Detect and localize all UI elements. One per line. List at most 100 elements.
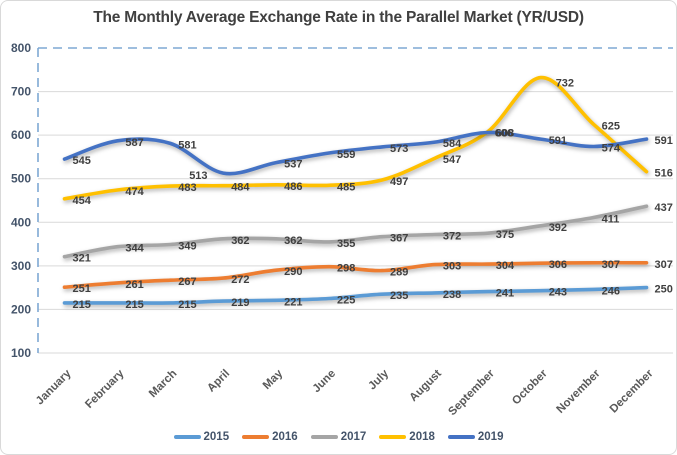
data-label-2019: 584 xyxy=(443,138,462,150)
x-axis-month-label: March xyxy=(147,368,179,400)
data-label-2018: 625 xyxy=(602,120,620,132)
data-label-2017: 349 xyxy=(178,241,196,253)
data-label-2015: 219 xyxy=(231,297,249,309)
series-line-2017 xyxy=(62,204,649,259)
data-label-2019: 606 xyxy=(495,128,513,140)
data-label-2017: 375 xyxy=(496,229,514,241)
data-label-2015: 215 xyxy=(125,299,143,311)
legend-item-2016: 2016 xyxy=(242,431,298,443)
legend-swatch-icon xyxy=(242,435,270,439)
data-label-2017: 367 xyxy=(390,233,408,245)
data-label-2017: 355 xyxy=(337,238,355,250)
x-axis-month-label: February xyxy=(83,367,127,411)
data-label-2019: 574 xyxy=(602,143,621,155)
data-label-2016: 261 xyxy=(125,279,143,291)
data-label-2017: 411 xyxy=(602,214,620,226)
x-axis-month-label: May xyxy=(261,367,286,392)
data-label-2016: 290 xyxy=(284,266,302,278)
data-label-2019: 537 xyxy=(284,159,302,171)
data-label-2018: 454 xyxy=(73,195,92,207)
data-label-2015: 238 xyxy=(443,289,461,301)
legend-label: 2018 xyxy=(409,431,435,443)
data-label-2018: 732 xyxy=(556,78,574,90)
y-axis-tick-label: 700 xyxy=(11,85,31,99)
legend-label: 2017 xyxy=(340,431,367,443)
data-label-2019: 581 xyxy=(178,139,196,151)
data-label-2018: 516 xyxy=(655,168,673,180)
y-axis-tick-label: 600 xyxy=(11,128,31,142)
y-axis-tick-label: 200 xyxy=(11,302,31,316)
x-axis-month-label: October xyxy=(510,367,550,407)
legend-item-2015: 2015 xyxy=(173,431,230,443)
x-axis-month-label: July xyxy=(366,367,391,392)
data-label-2015: 221 xyxy=(284,296,302,308)
series-line-2019 xyxy=(62,130,649,176)
data-label-2018: 474 xyxy=(125,186,144,198)
data-label-2016: 298 xyxy=(337,263,355,275)
data-label-2019: 513 xyxy=(189,170,207,182)
data-label-2017: 437 xyxy=(655,202,673,214)
data-label-2017: 321 xyxy=(73,253,91,265)
data-label-2016: 289 xyxy=(390,267,408,279)
legend-item-2017: 2017 xyxy=(310,431,367,443)
legend-label: 2019 xyxy=(477,431,504,443)
x-axis-month-label: August xyxy=(408,368,445,405)
data-label-2016: 306 xyxy=(549,259,567,271)
y-axis-tick-label: 400 xyxy=(11,215,31,229)
legend-label: 2015 xyxy=(203,431,230,443)
series-line-2018 xyxy=(62,75,649,201)
x-axis-month-label: September xyxy=(446,367,497,418)
data-label-2019: 591 xyxy=(655,135,673,147)
data-label-2016: 303 xyxy=(443,261,461,273)
data-label-2017: 392 xyxy=(549,222,567,234)
data-label-2015: 243 xyxy=(549,287,567,299)
chart-title: The Monthly Average Exchange Rate in the… xyxy=(93,9,584,26)
data-label-2015: 241 xyxy=(496,288,514,300)
legend: 2015 2016 2017 2018 2019 xyxy=(1,431,676,443)
data-label-2017: 362 xyxy=(231,235,249,247)
legend-swatch-icon xyxy=(310,435,338,439)
data-label-2019: 559 xyxy=(337,149,355,161)
data-label-2016: 251 xyxy=(73,283,91,295)
x-axis-month-label: November xyxy=(554,367,603,416)
data-label-2018: 485 xyxy=(337,181,355,193)
data-label-2015: 235 xyxy=(390,290,408,302)
legend-swatch-icon xyxy=(173,435,201,439)
data-label-2018: 483 xyxy=(178,182,196,194)
data-label-2017: 362 xyxy=(284,235,302,247)
legend-label: 2016 xyxy=(272,431,298,443)
data-label-2018: 547 xyxy=(443,154,461,166)
x-axis-month-label: December xyxy=(608,367,656,415)
x-axis-month-label: January xyxy=(34,367,74,407)
data-label-2016: 272 xyxy=(231,274,249,286)
series-line-2015 xyxy=(62,285,649,305)
data-label-2019: 545 xyxy=(73,155,91,167)
data-label-2018: 484 xyxy=(231,182,250,194)
data-label-2015: 246 xyxy=(602,285,620,297)
data-label-2015: 250 xyxy=(655,284,673,296)
legend-swatch-icon xyxy=(447,435,475,439)
y-axis-tick-label: 300 xyxy=(11,259,31,273)
data-label-2017: 372 xyxy=(443,231,461,243)
legend-item-2018: 2018 xyxy=(379,431,435,443)
x-axis-month-label: June xyxy=(311,368,338,395)
y-axis-tick-label: 100 xyxy=(11,346,31,360)
data-label-2017: 344 xyxy=(125,243,144,255)
legend-item-2019: 2019 xyxy=(447,431,504,443)
data-label-2018: 486 xyxy=(284,181,302,193)
data-label-2019: 573 xyxy=(390,143,408,155)
data-label-2015: 215 xyxy=(178,299,196,311)
y-axis-tick-label: 800 xyxy=(11,41,31,55)
data-label-2015: 225 xyxy=(337,295,355,307)
data-label-2019: 587 xyxy=(125,137,143,149)
data-label-2019: 591 xyxy=(549,135,567,147)
data-label-2015: 215 xyxy=(73,299,91,311)
series-line-2016 xyxy=(62,260,649,289)
y-axis-tick-label: 500 xyxy=(11,172,31,186)
data-label-2016: 307 xyxy=(602,259,620,271)
data-label-2016: 304 xyxy=(496,260,515,272)
x-axis-month-label: April xyxy=(205,368,232,395)
data-label-2016: 307 xyxy=(655,259,673,271)
